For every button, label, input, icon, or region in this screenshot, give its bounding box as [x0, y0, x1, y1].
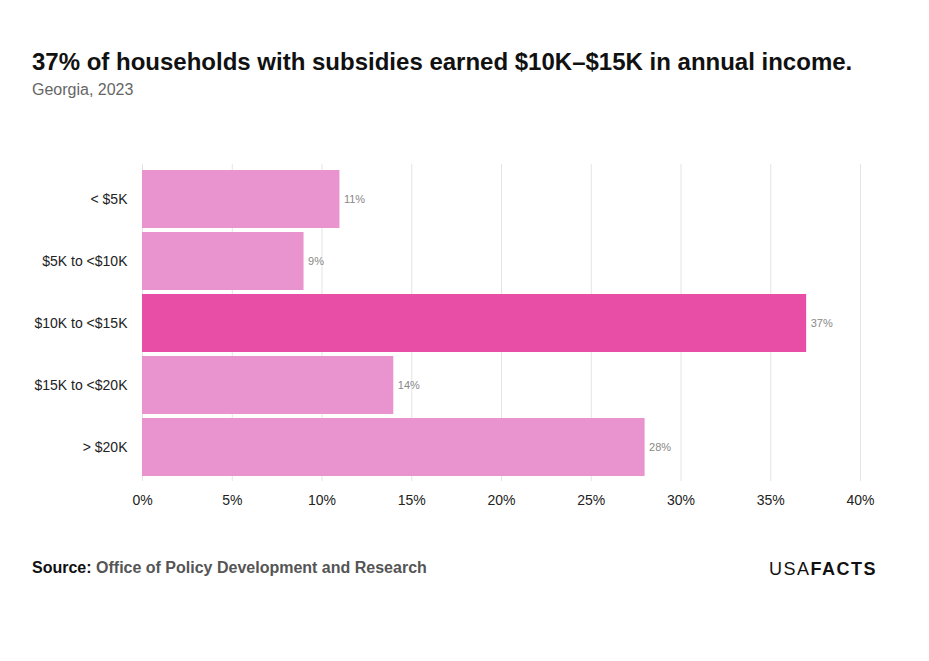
svg-text:$15K to <$20K: $15K to <$20K — [34, 377, 128, 393]
html-text:USA FACTS: USA FACTS — [769, 559, 877, 579]
svg-text:< $5K: < $5K — [91, 191, 129, 207]
svg-text:20%: 20% — [487, 492, 515, 508]
svg-text:40%: 40% — [846, 492, 874, 508]
html-text:37% of households with subsidi: 37% of households with subsidies earned … — [32, 48, 853, 75]
svg-text:10%: 10% — [308, 492, 336, 508]
svg-text:$10K to <$15K: $10K to <$15K — [34, 315, 128, 331]
html-text:Georgia, 2023: Georgia, 2023 — [32, 81, 134, 98]
svg-text:0%: 0% — [132, 492, 152, 508]
svg-text:37%: 37% — [811, 317, 833, 329]
svg-text:5%: 5% — [222, 492, 242, 508]
svg-text:$5K to <$10K: $5K to <$10K — [42, 253, 128, 269]
svg-text:30%: 30% — [667, 492, 695, 508]
svg-text:> $20K: > $20K — [83, 439, 128, 455]
svg-text:15%: 15% — [398, 492, 426, 508]
svg-text:25%: 25% — [577, 492, 605, 508]
svg-text:14%: 14% — [398, 379, 420, 391]
svg-text:11%: 11% — [344, 193, 365, 205]
svg-text:35%: 35% — [757, 492, 785, 508]
svg-text:28%: 28% — [649, 441, 671, 453]
html-text:Source: Office of Policy Devel: Source: Office of Policy Development and… — [32, 559, 427, 576]
svg-text:9%: 9% — [308, 255, 324, 267]
